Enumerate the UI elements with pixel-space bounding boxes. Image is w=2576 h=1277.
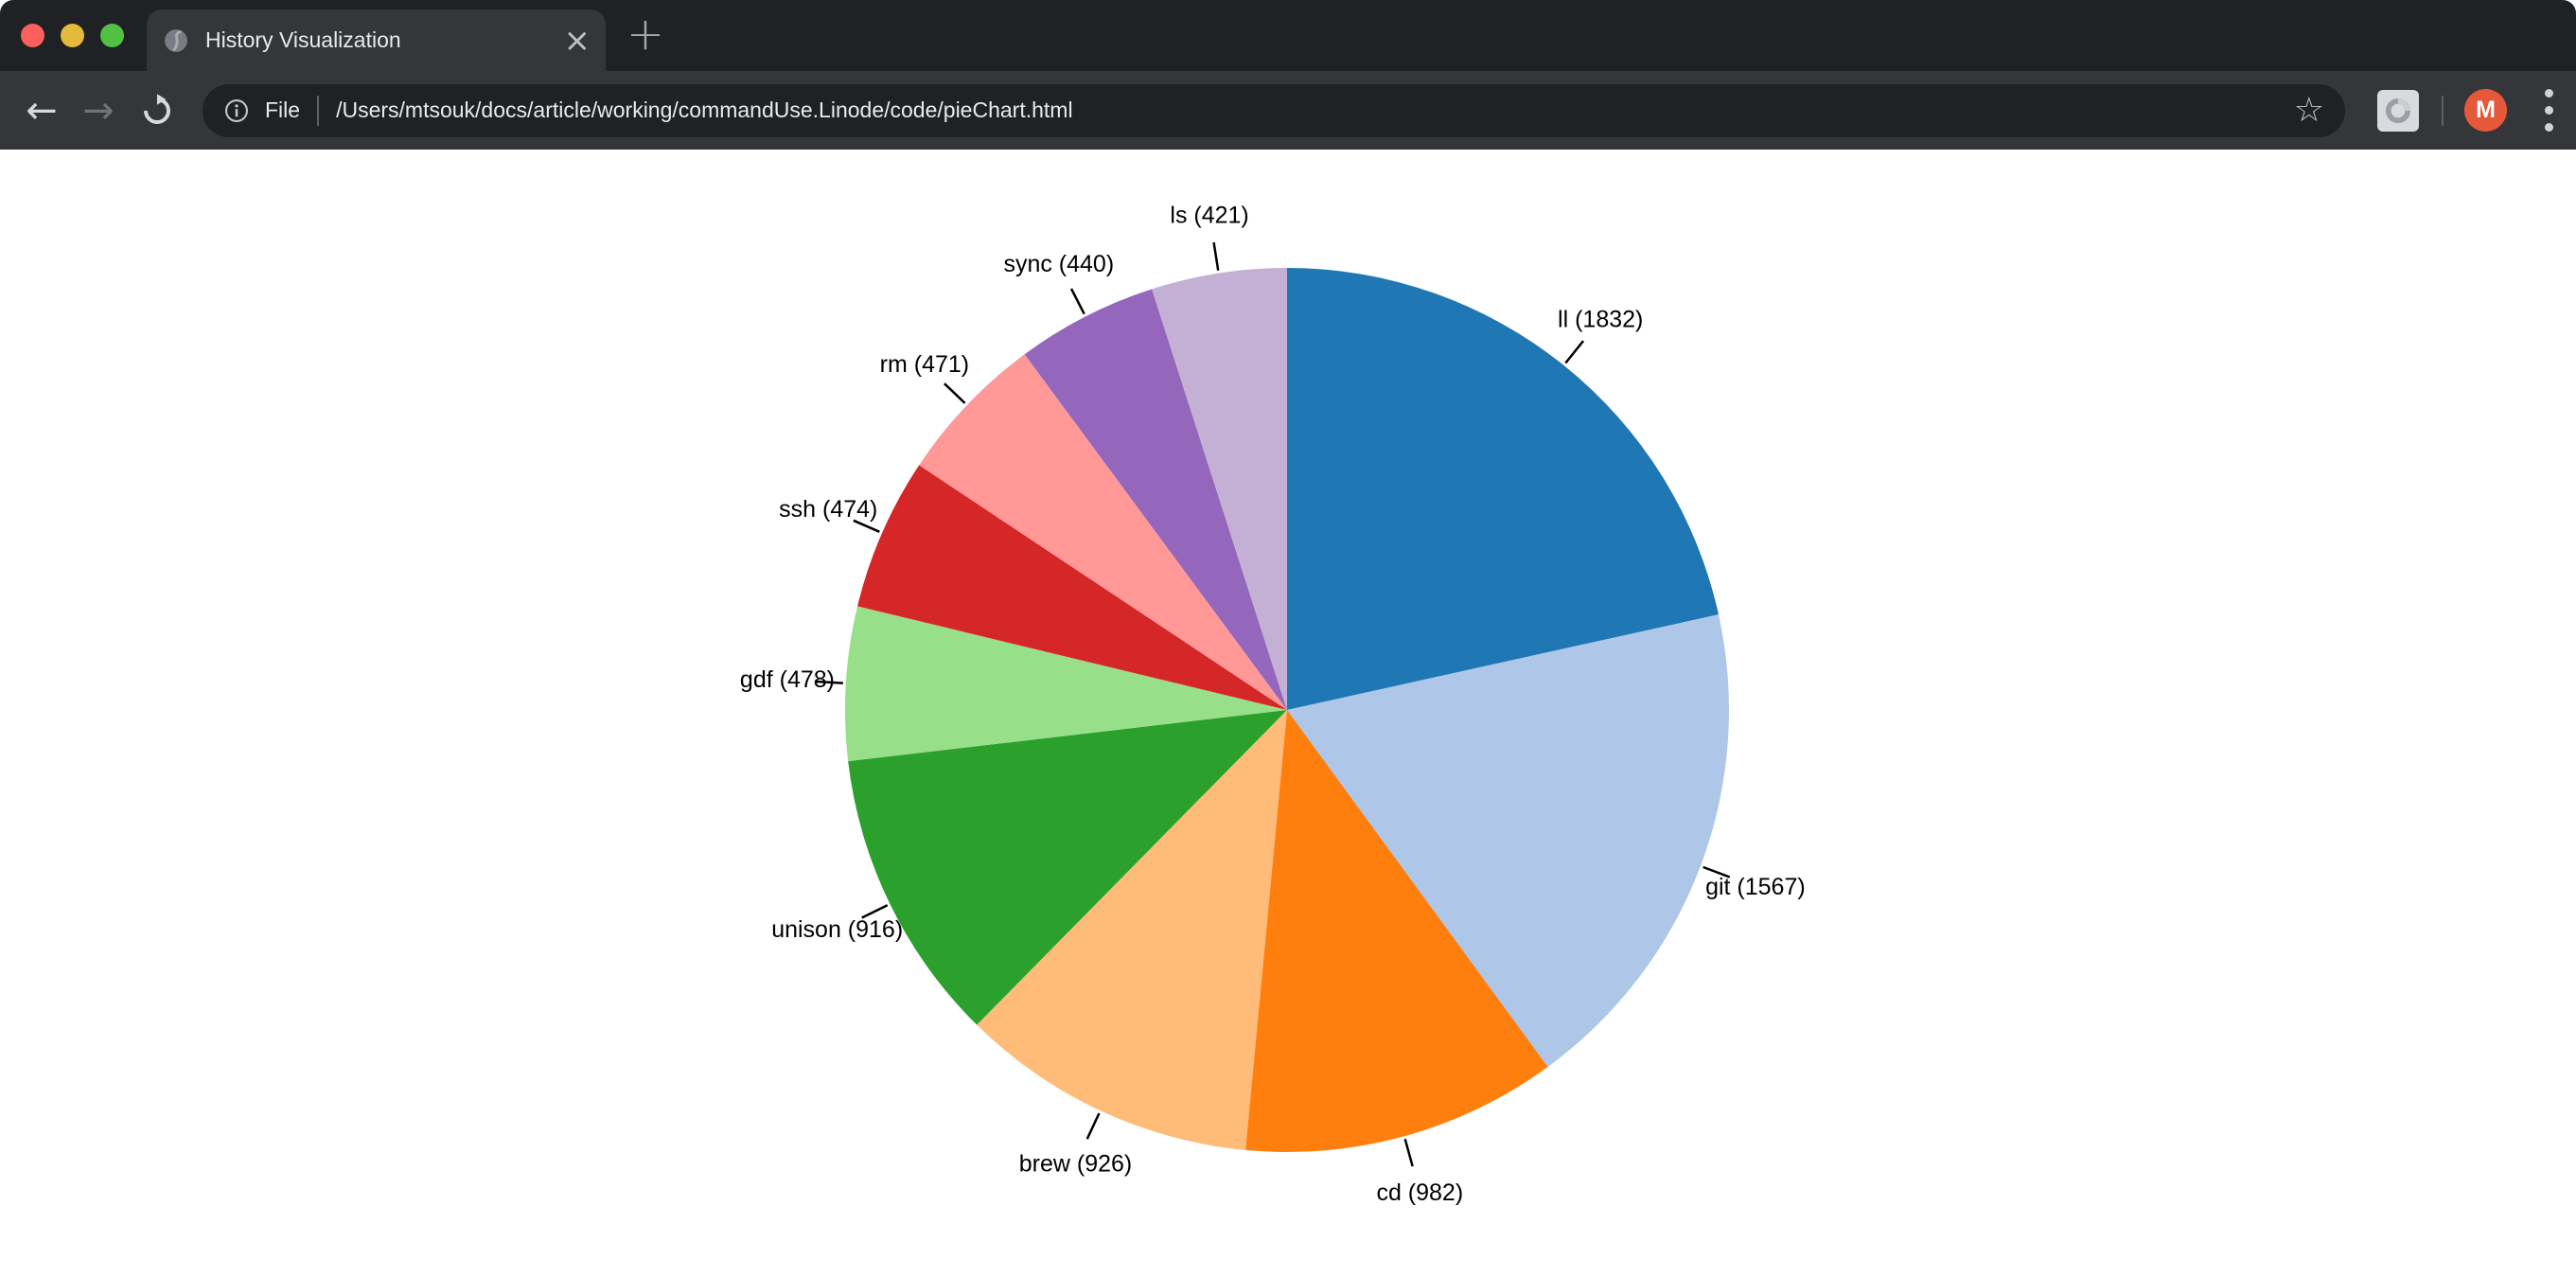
toolbar-divider (2442, 95, 2444, 126)
forward-icon[interactable]: → (82, 88, 115, 133)
slice-tick-brew (1085, 1112, 1101, 1140)
slice-tick-git (1703, 865, 1731, 878)
pie-slice-rm (919, 354, 1287, 710)
slice-label-rm: rm (471) (880, 351, 969, 378)
slice-tick-cd (1403, 1138, 1414, 1167)
tab-history-visualization[interactable]: History Visualization × (147, 9, 606, 71)
globe-favicon-icon (165, 28, 187, 52)
address-bar[interactable]: File /Users/mtsouk/docs/article/working/… (203, 83, 2345, 137)
pie-slice-unison (848, 710, 1287, 1025)
slice-tick-ssh (853, 519, 880, 533)
slice-label-cd: cd (982) (1376, 1179, 1463, 1206)
slice-label-gdf: gdf (478) (740, 666, 835, 693)
minimize-window-button[interactable] (61, 24, 84, 47)
slice-label-ls: ls (421) (1170, 202, 1248, 228)
pie-slice-cd (1245, 710, 1548, 1152)
new-tab-button[interactable]: + (626, 8, 665, 61)
tab-close-icon[interactable]: × (563, 21, 591, 60)
pie-slice-gdf (845, 606, 1287, 762)
pie-slice-git (1287, 614, 1729, 1068)
extension-icon[interactable] (2377, 89, 2419, 132)
back-icon[interactable]: ← (26, 88, 58, 133)
bookmark-star-icon[interactable]: ☆ (2293, 90, 2324, 130)
slice-tick-unison (861, 904, 889, 919)
tab-title: History Visualization (205, 27, 401, 52)
slice-label-ssh: ssh (474) (779, 496, 877, 523)
browser-toolbar: ← → File /Users/mtsouk/docs/article/work… (0, 71, 2576, 150)
tab-strip: History Visualization × + (0, 0, 2576, 71)
pie-slice-brew (977, 710, 1287, 1150)
close-window-button[interactable] (21, 24, 44, 47)
pie-slice-ll (1287, 268, 1719, 710)
slice-label-brew: brew (926) (1019, 1150, 1133, 1177)
page-content: ll (1832) git (1567) cd (982) brew (926) uni… (0, 150, 2576, 1277)
profile-avatar[interactable]: M (2464, 89, 2507, 132)
reload-icon[interactable] (127, 93, 187, 128)
pie-slice-sync (1024, 289, 1287, 710)
zoom-window-button[interactable] (100, 24, 124, 47)
slice-label-ll: ll (1832) (1558, 307, 1643, 333)
pie-chart: ll (1832) git (1567) cd (982) brew (926) uni… (740, 202, 1806, 1206)
url-path[interactable]: /Users/mtsouk/docs/article/working/comma… (336, 98, 1073, 122)
url-divider (317, 95, 320, 126)
slice-label-unison: unison (916) (771, 916, 903, 943)
slice-tick-ls (1212, 241, 1220, 271)
menu-kebab-icon[interactable] (2545, 89, 2553, 132)
slice-tick-sync (1069, 288, 1085, 315)
slice-tick-rm (944, 382, 966, 404)
slice-tick-gdf (814, 680, 843, 684)
url-scheme-label: File (265, 98, 301, 122)
window-controls (21, 24, 124, 47)
pie-slice-ls (1152, 268, 1287, 710)
slice-tick-ll (1564, 340, 1585, 364)
slice-label-sync: sync (440) (1003, 251, 1114, 277)
slice-label-git: git (1567) (1705, 874, 1806, 900)
pie-slice-ssh (857, 465, 1287, 710)
page-info-icon[interactable] (223, 98, 250, 124)
